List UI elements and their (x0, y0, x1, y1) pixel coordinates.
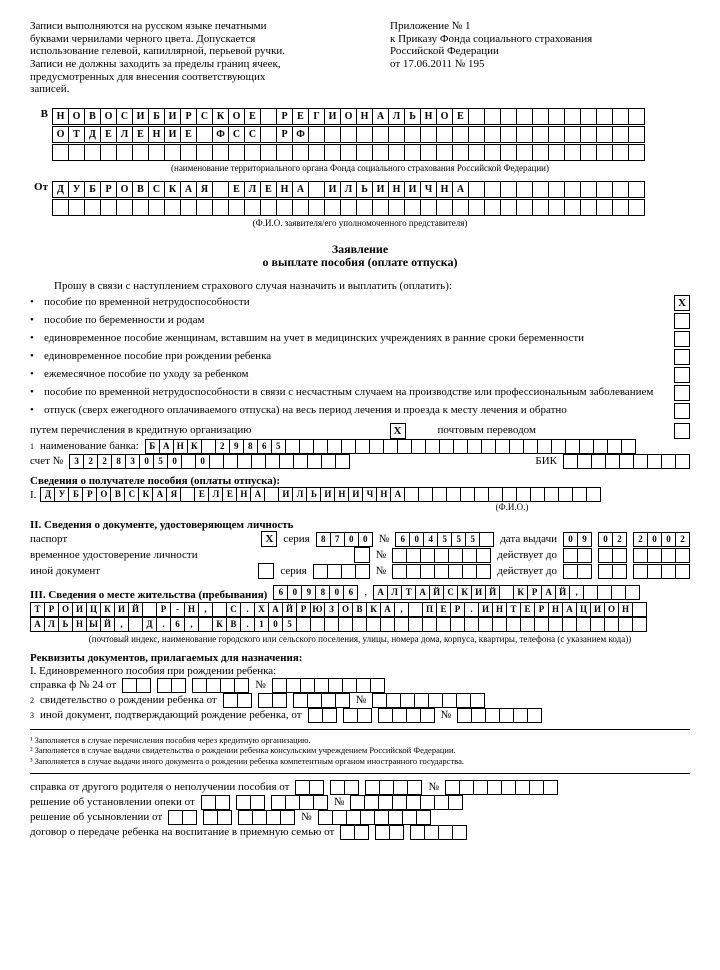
footnote-3: ³ Заполняется в случае выдачи иного доку… (30, 757, 690, 767)
bottom-row-3: решение об усыновлении от № (30, 810, 690, 825)
recipient-head: Сведения о получателе пособия (оплаты от… (30, 475, 690, 488)
post-checkbox[interactable] (674, 423, 690, 439)
instructions: Записи выполняются на русском языке печа… (30, 20, 290, 96)
temp-id-row: временное удостоверение личности № дейст… (30, 547, 690, 563)
org-row-2: отделениеФССРФ (30, 126, 690, 143)
claim-row: •отпуск (сверх ежегодного оплачиваемого … (30, 403, 690, 419)
claim-checkbox[interactable] (674, 349, 690, 365)
claim-checkbox[interactable] (674, 313, 690, 329)
intro: Прошу в связи с наступлением страхового … (30, 280, 690, 293)
credit-checkbox[interactable] (390, 423, 406, 439)
claim-checkbox[interactable] (674, 385, 690, 401)
claim-row: •единовременное пособие женщинам, вставш… (30, 331, 690, 347)
address-head-row: III. Сведения о месте жительства (пребыв… (30, 583, 690, 602)
passport-row: паспорт серия 8700 № 604555 дата выдачи … (30, 531, 690, 547)
claim-checkbox[interactable] (674, 331, 690, 347)
claim-row: •единовременное пособие при рождении реб… (30, 349, 690, 365)
bottom-row-2: решение об установлении опеки от № (30, 795, 690, 810)
claim-checkbox[interactable] (674, 403, 690, 419)
from-row-1: От ДубровскаяЕленаИльинична (30, 181, 690, 198)
account-row: счет № 322830500 БИК (30, 454, 690, 469)
claim-checkbox[interactable] (674, 295, 690, 311)
address-line-2: Троицкийр-н,с.Хайрюзовка,пер.Интернацион (30, 602, 690, 617)
from-row-2 (30, 199, 690, 216)
req-row-3: 3иной документ, подтверждающий рождение … (30, 708, 690, 723)
bank-name-row: 1наименование банка: БАНК29865 (30, 439, 690, 454)
bottom-row-1: справка от другого родителя о неполучени… (30, 780, 690, 795)
requisites-head: Реквизиты документов, прилагаемых для на… (30, 652, 690, 665)
requisites-sub: I. Единовременного пособия при рождении … (30, 665, 690, 678)
order-ref: Приложение № 1 к Приказу Фонда социально… (390, 20, 690, 96)
passport-checkbox[interactable] (261, 531, 277, 547)
req-row-2: 2свидетельство о рождении ребенка от № (30, 693, 690, 708)
bottom-row-4: договор о передаче ребенка на воспитание… (30, 825, 690, 840)
title: Заявление о выплате пособия (оплате отпу… (30, 243, 690, 271)
address-caption: (почтовый индекс, наименование городског… (30, 634, 690, 644)
other-id-row: иной документ серия № действует до (30, 563, 690, 579)
claim-row: •пособие по временной нетрудоспособности (30, 295, 690, 311)
org-row-1: В Новосибирскоерегиональное (30, 108, 690, 125)
recipient-fio: I. ДубровскаяЕленаИльинична (30, 487, 690, 502)
req-row-1: справка ф № 24 от № (30, 678, 690, 693)
claim-row: •пособие по беременности и родам (30, 313, 690, 329)
identity-head: II. Сведения о документе, удостоверяющем… (30, 519, 690, 532)
address-line-3: альный,д.6,кв.105 (30, 617, 690, 632)
claim-row: •ежемесячное пособие по уходу за ребенко… (30, 367, 690, 383)
org-row-3 (30, 144, 690, 161)
footnote-1: ¹ Заполняется в случае перечисления посо… (30, 736, 690, 746)
claim-row: •пособие по временной нетрудоспособности… (30, 385, 690, 401)
footnote-2: ² Заполняется в случае выдачи свидетельс… (30, 746, 690, 756)
from-caption: (Ф.И.О. заявителя/его уполномоченного пр… (30, 218, 690, 228)
claim-checkbox[interactable] (674, 367, 690, 383)
payment-method: путем перечисления в кредитную организац… (30, 423, 690, 439)
org-caption: (наименование территориального органа Фо… (30, 163, 690, 173)
